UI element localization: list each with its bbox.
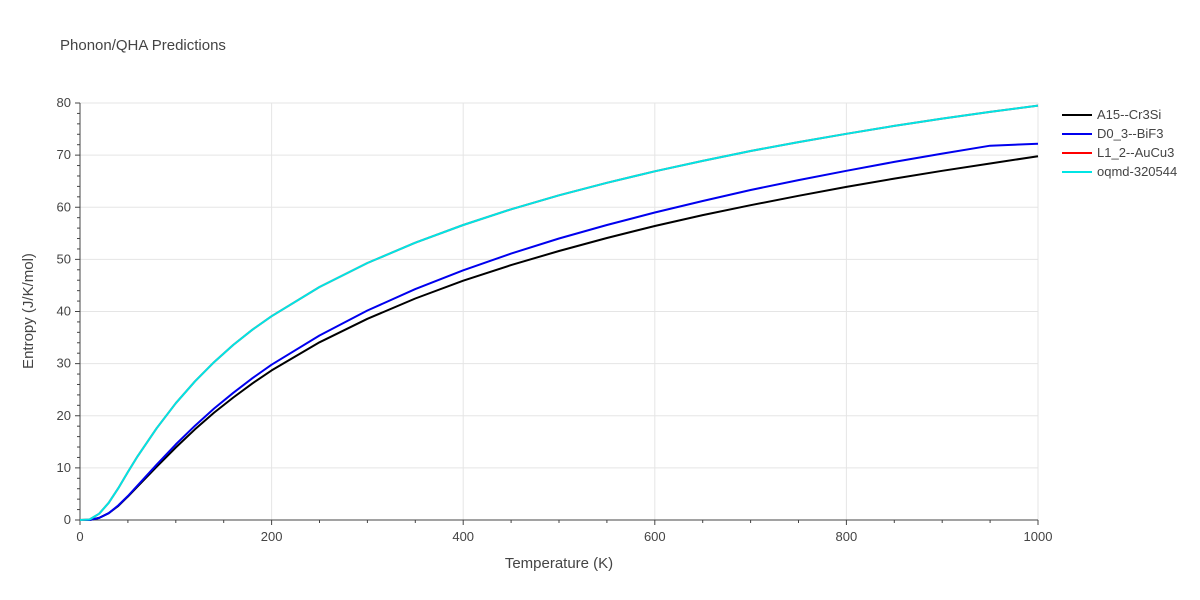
grid xyxy=(80,102,1039,520)
x-tick-label: 200 xyxy=(261,529,283,544)
y-tick-label: 70 xyxy=(57,147,71,162)
legend-label: L1_2--AuCu3 xyxy=(1097,145,1174,160)
y-tick-label: 80 xyxy=(57,95,71,110)
x-axis-label: Temperature (K) xyxy=(505,555,613,572)
legend-item-oqmd-320544[interactable]: oqmd-320544 xyxy=(1062,164,1177,179)
y-tick-label: 60 xyxy=(57,199,71,214)
tick-labels: 0 200 400 600 800 1000 0 10 20 30 40 50 60 70 80 xyxy=(57,95,1053,544)
axes xyxy=(75,102,1039,525)
x-tick-label: 1000 xyxy=(1024,529,1053,544)
legend-item-a15-cr3si[interactable]: A15--Cr3Si xyxy=(1062,107,1161,122)
x-tick-label: 600 xyxy=(644,529,666,544)
y-tick-label: 40 xyxy=(57,304,71,319)
chart-title: Phonon/QHA Predictions xyxy=(60,37,226,54)
y-tick-label: 20 xyxy=(57,408,71,423)
y-tick-label: 0 xyxy=(64,512,71,527)
series-line-oqmd-320544 xyxy=(79,104,1039,521)
series-group xyxy=(79,104,1039,521)
x-tick-label: 800 xyxy=(836,529,858,544)
legend-label: D0_3--BiF3 xyxy=(1097,126,1163,141)
y-tick-label: 50 xyxy=(57,251,71,266)
y-axis-label: Entropy (J/K/mol) xyxy=(20,253,37,369)
y-tick-label: 30 xyxy=(57,356,71,371)
legend-label: oqmd-320544 xyxy=(1097,164,1177,179)
x-tick-label: 400 xyxy=(452,529,474,544)
legend-label: A15--Cr3Si xyxy=(1097,107,1161,122)
x-tick-label: 0 xyxy=(76,529,83,544)
legend-item-l1-2-aucu3[interactable]: L1_2--AuCu3 xyxy=(1062,145,1174,160)
series-line-d0-3-bif3 xyxy=(80,142,1039,521)
legend-item-d0-3-bif3[interactable]: D0_3--BiF3 xyxy=(1062,126,1163,141)
legend[interactable]: A15--Cr3Si D0_3--BiF3 L1_2--AuCu3 oqmd-3205… xyxy=(1062,107,1177,179)
y-tick-label: 10 xyxy=(57,460,71,475)
